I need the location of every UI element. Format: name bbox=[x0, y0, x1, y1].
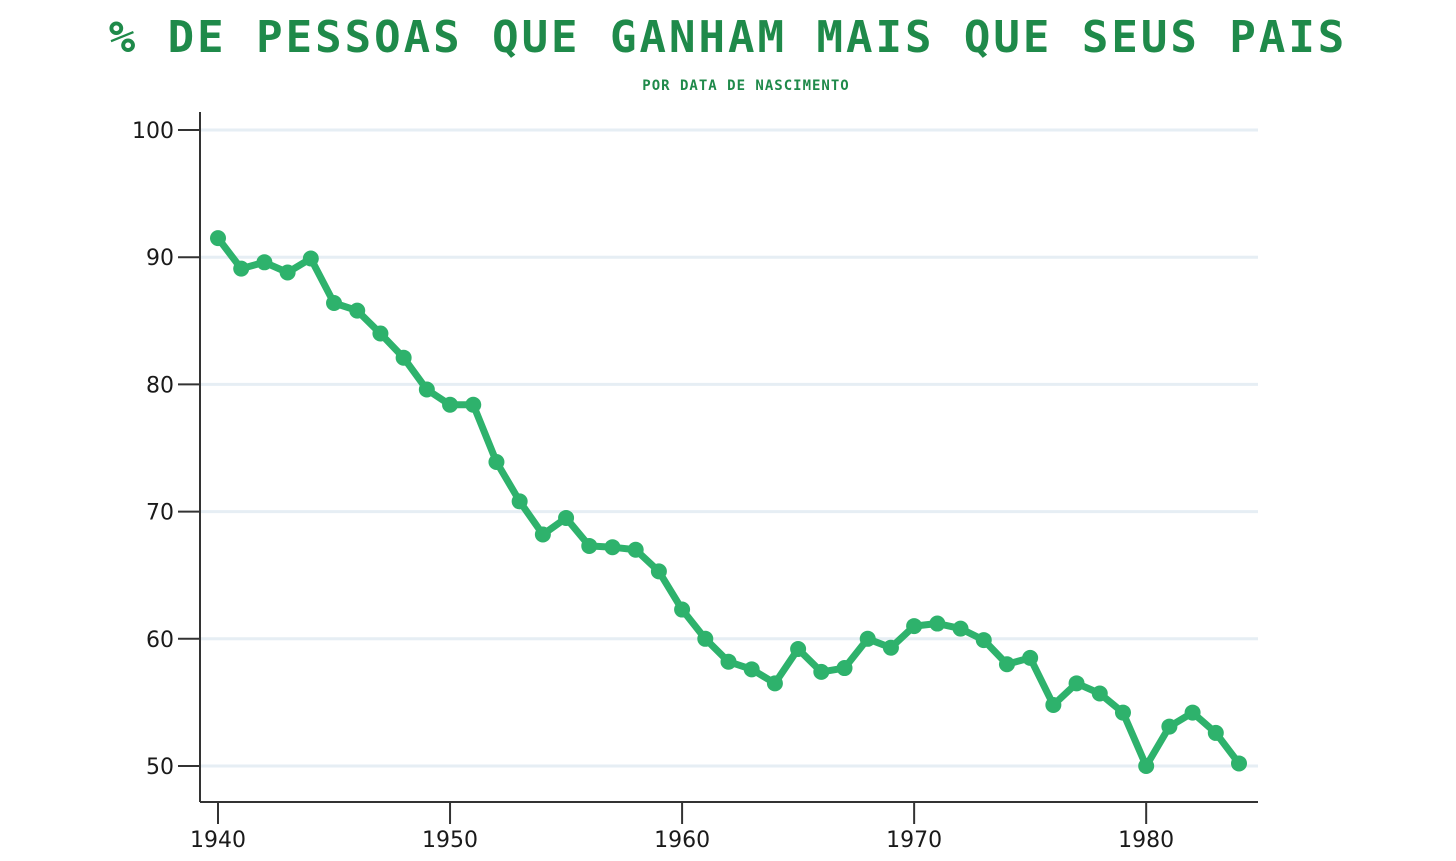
data-point bbox=[604, 539, 621, 556]
data-point bbox=[975, 632, 992, 649]
x-tick-label: 1960 bbox=[654, 828, 710, 853]
data-point bbox=[302, 250, 319, 267]
chart-title: % DE PESSOAS QUE GANHAM MAIS QUE SEUS PA… bbox=[108, 12, 1348, 63]
data-point bbox=[1138, 758, 1155, 774]
data-point bbox=[836, 660, 853, 677]
data-point bbox=[813, 663, 830, 680]
data-point bbox=[1231, 755, 1247, 772]
data-point bbox=[442, 396, 459, 413]
y-tick-label: 50 bbox=[146, 755, 174, 780]
x-tick-label: 1970 bbox=[886, 828, 942, 853]
data-point bbox=[674, 601, 691, 618]
x-tick-label: 1950 bbox=[422, 828, 478, 853]
data-point bbox=[534, 526, 551, 543]
y-tick-label: 80 bbox=[146, 373, 174, 398]
data-point bbox=[1091, 685, 1108, 702]
data-point bbox=[210, 230, 226, 247]
data-point bbox=[790, 640, 807, 657]
data-point bbox=[395, 349, 412, 366]
data-point bbox=[697, 630, 714, 647]
data-point bbox=[488, 453, 505, 470]
grid-layer bbox=[200, 128, 1258, 768]
data-point bbox=[349, 302, 366, 319]
data-point bbox=[1207, 724, 1224, 741]
chart-subtitle: POR DATA DE NASCIMENTO bbox=[642, 78, 850, 94]
data-point bbox=[256, 254, 273, 271]
data-point bbox=[627, 541, 644, 558]
x-tick-label: 1940 bbox=[190, 828, 246, 853]
y-tick-label: 70 bbox=[146, 501, 174, 526]
data-point bbox=[882, 639, 899, 656]
data-point bbox=[326, 294, 343, 311]
data-point bbox=[906, 618, 923, 635]
data-point bbox=[650, 563, 667, 580]
data-point bbox=[233, 260, 250, 277]
data-point bbox=[418, 381, 435, 398]
data-point bbox=[998, 656, 1015, 673]
y-tick-label: 100 bbox=[132, 119, 174, 144]
data-point bbox=[581, 537, 598, 554]
data-point bbox=[1068, 675, 1085, 692]
y-tick-label: 90 bbox=[146, 246, 174, 271]
data-point bbox=[1045, 696, 1062, 713]
data-point bbox=[720, 653, 737, 670]
data-point bbox=[1114, 704, 1131, 721]
data-point bbox=[929, 615, 946, 632]
data-point bbox=[465, 396, 482, 413]
data-point bbox=[1184, 704, 1201, 721]
axis-layer: 50 60 70 80 90 100 1940 1950 1960 1970 1980 bbox=[132, 112, 1258, 853]
data-point bbox=[511, 493, 528, 510]
data-point bbox=[1161, 718, 1178, 735]
y-tick-label: 60 bbox=[146, 628, 174, 653]
data-point bbox=[279, 264, 296, 281]
series-line bbox=[214, 234, 1243, 770]
data-point bbox=[766, 675, 783, 692]
data-point bbox=[859, 630, 876, 647]
data-point bbox=[743, 661, 760, 678]
data-point bbox=[952, 620, 969, 637]
data-point bbox=[558, 509, 575, 526]
series-layer bbox=[210, 230, 1247, 774]
data-point bbox=[372, 325, 389, 342]
x-tick-label: 1980 bbox=[1118, 828, 1174, 853]
data-point bbox=[1022, 649, 1039, 666]
